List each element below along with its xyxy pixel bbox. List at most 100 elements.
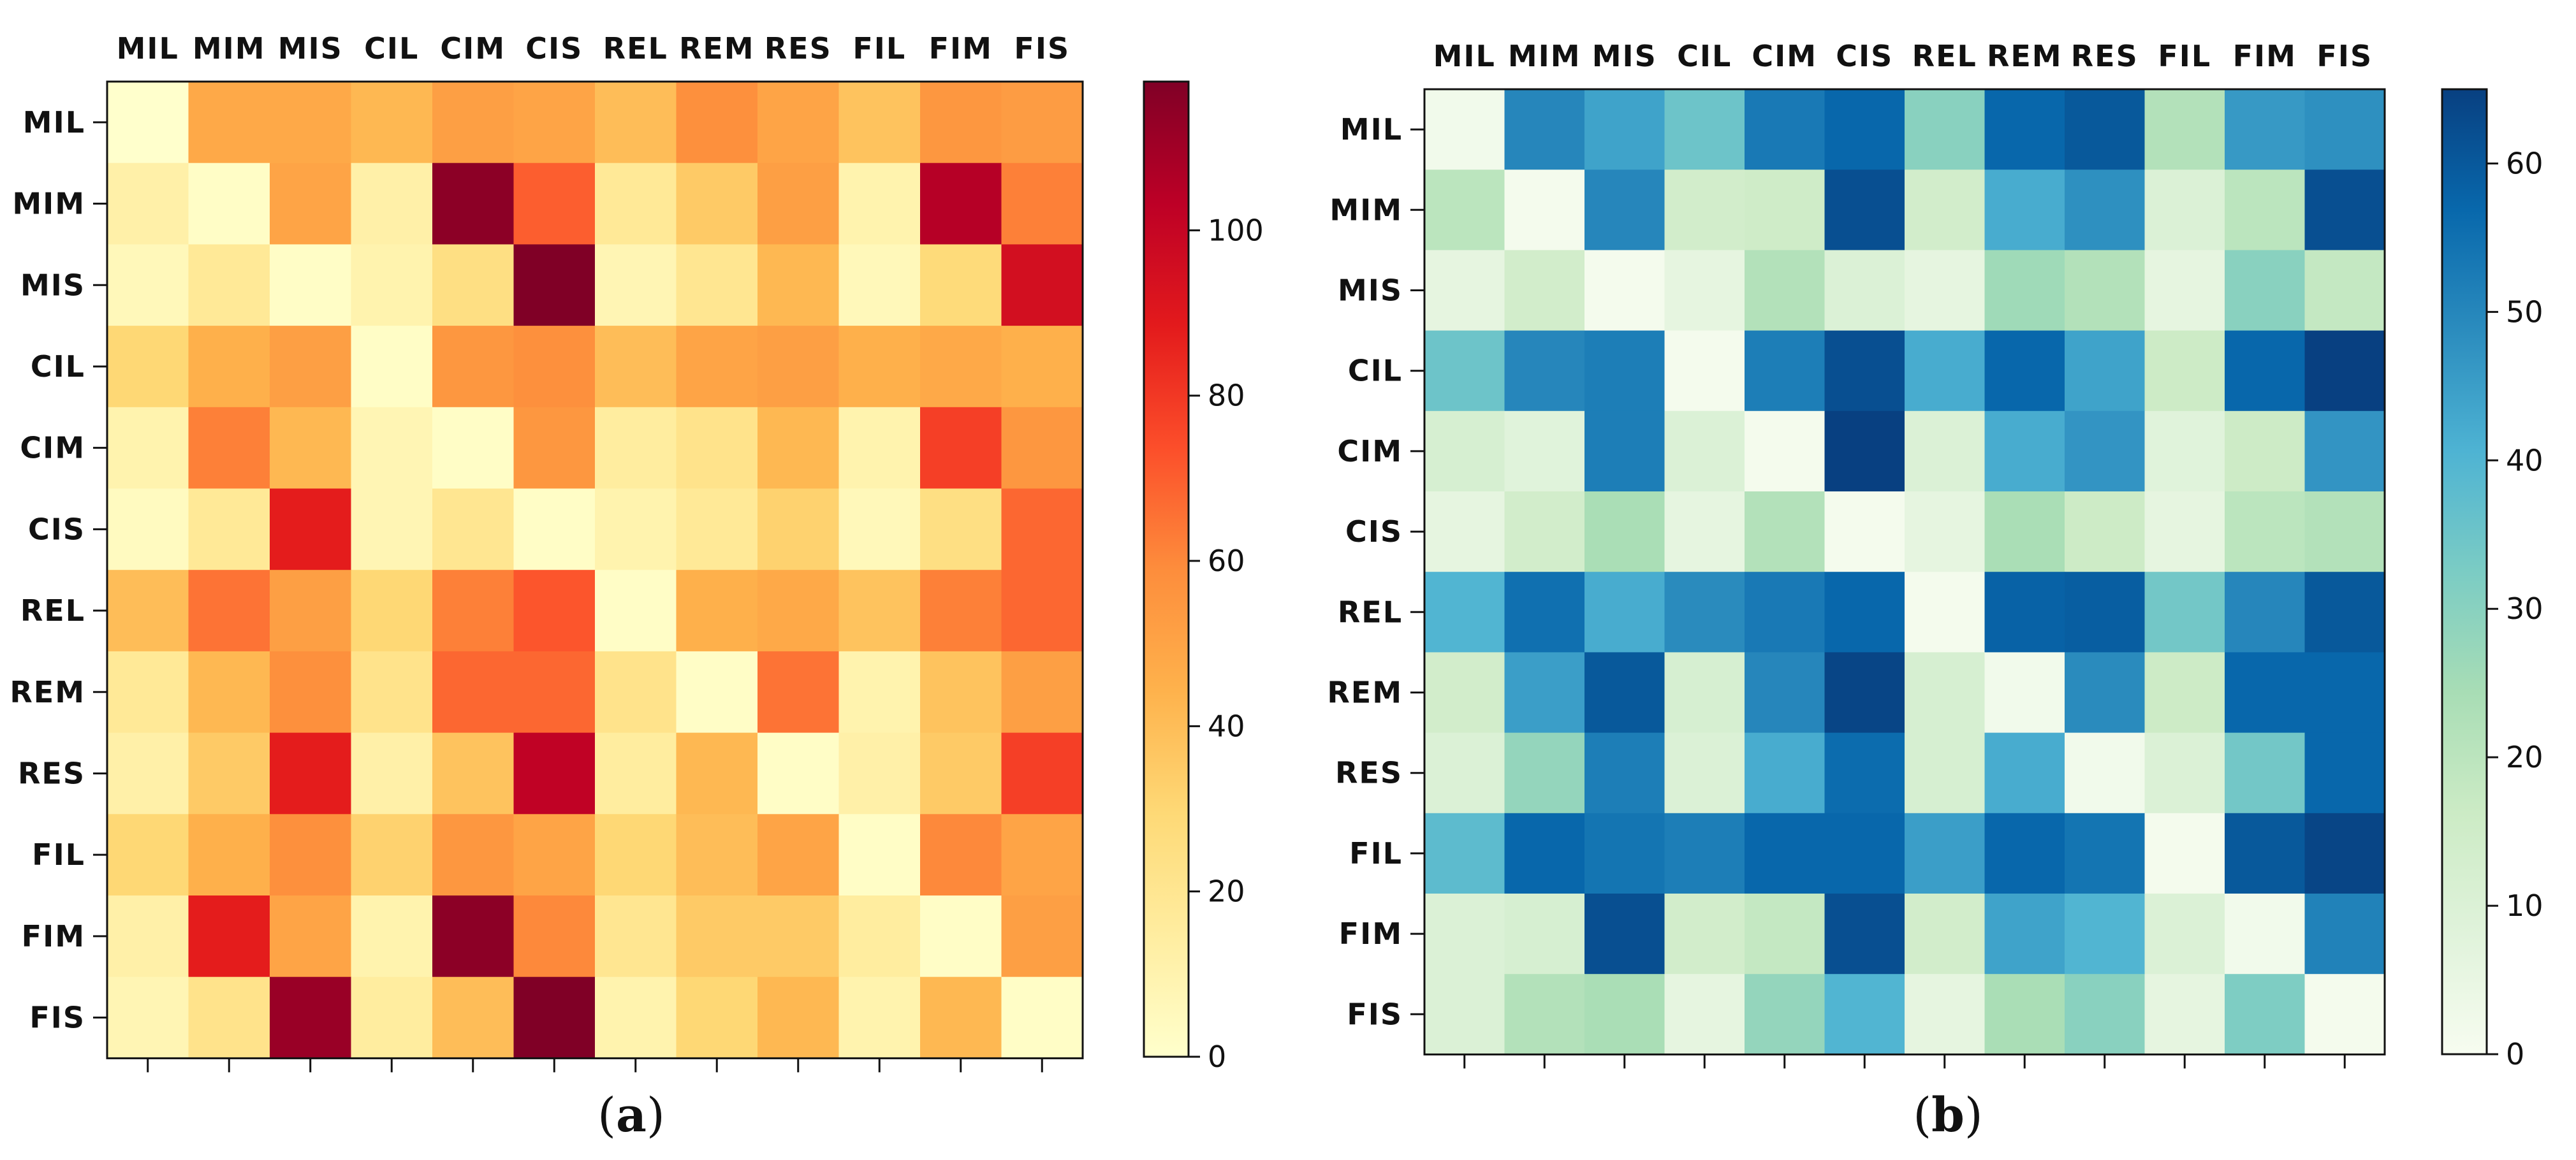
heatmap-cell: MIS × RES: 42 (757, 244, 840, 326)
heatmap-cell: MIS × CIS: 118 (513, 244, 596, 326)
heatmap-cell: FIM × FIS: 52 (1001, 895, 1083, 978)
heatmap-cell: CIL × MIS: 52 (270, 326, 352, 408)
heatmap-cell: FIL × FIS: 50 (1001, 814, 1083, 896)
heatmap-cell: REM × MIS: 60 (1584, 652, 1665, 734)
heatmap-cell: CIM × REM: 42 (1984, 410, 2065, 492)
heatmap-cell: REM × FIS: 57 (2304, 652, 2385, 734)
heatmap-cell: MIM × FIS: 62 (1001, 163, 1083, 245)
heatmap-cell: FIM × FIM: 2 (920, 895, 1002, 978)
column-label: FIS (1014, 31, 1070, 66)
heatmap-cell: MIM × MIL: 20 (1424, 170, 1505, 250)
heatmap-cell: MIS × FIM: 30 (2225, 250, 2306, 331)
row-label: CIM (1337, 434, 1403, 468)
heatmap-cell: FIM × CIL: 14 (1664, 894, 1745, 975)
heatmap-cell: FIL × REM: 57 (1984, 813, 2065, 894)
heatmap-cell: FIM × CIM: 18 (1745, 894, 1826, 975)
heatmap-cell: RES × CIM: 42 (1745, 732, 1826, 814)
heatmap-cell: CIS × CIM: 20 (432, 488, 515, 570)
heatmap-cell: FIS × REM: 30 (676, 976, 758, 1059)
heatmap-cell: CIS × CIM: 22 (1745, 491, 1826, 572)
heatmap-cell: REL × MIS: 52 (270, 570, 352, 652)
heatmap-cell: MIL × CIL: 35 (1664, 89, 1745, 170)
heatmap-cell: MIS × FIS: 18 (2304, 250, 2385, 331)
colorbar (1143, 80, 1190, 1058)
heatmap-cell: CIS × REM: 18 (676, 488, 758, 570)
heatmap-cell: FIS × RES: 42 (757, 976, 840, 1059)
row-label: MIL (1340, 112, 1403, 147)
heatmap-cell: CIL × FIM: 57 (2225, 330, 2306, 412)
heatmap-cell: MIL × FIL: 22 (2144, 89, 2225, 170)
heatmap-cell: MIL × REM: 57 (1984, 89, 2065, 170)
heatmap-cell: CIM × FIL: 10 (838, 407, 921, 489)
heatmap-cell: FIM × FIM: 2 (2225, 894, 2306, 975)
row-label: REL (1338, 595, 1403, 629)
heatmap-cell: FIM × MIL: 12 (107, 895, 189, 978)
heatmap-cell: RES × REM: 42 (1984, 732, 2065, 814)
heatmap-cell: CIL × MIL: 35 (1424, 330, 1505, 412)
heatmap-cell: REM × CIM: 50 (1745, 652, 1826, 734)
subfigure-label-open: ( (597, 1088, 616, 1143)
heatmap-cell: REL × RES: 59 (2065, 572, 2146, 653)
colorbar (2441, 88, 2488, 1055)
column-label: FIS (2316, 39, 2373, 73)
heatmap-cell: FIS × REL: 10 (595, 976, 677, 1059)
heatmap-cell: RES × FIL: 10 (2144, 732, 2225, 814)
heatmap-cell: CIS × FIS: 68 (1001, 488, 1083, 570)
heatmap-cell: CIS × MIM: 14 (1504, 491, 1585, 572)
heatmap-cell: REM × CIS: 68 (513, 651, 596, 734)
heatmap-cell: REM × CIS: 64 (1824, 652, 1905, 734)
heatmap-cell: MIS × FIL: 6 (2144, 250, 2225, 331)
column-label: RES (765, 31, 832, 66)
heatmap-cell: CIS × CIL: 6 (1664, 491, 1745, 572)
heatmap-cell: FIS × CIS: 40 (1824, 974, 1905, 1055)
heatmap-cell: RES × CIS: 56 (1824, 732, 1905, 814)
heatmap-cell: CIL × CIL: 2 (351, 326, 433, 408)
heatmap-cell: REL × FIL: 34 (2144, 572, 2225, 653)
heatmap-cell: MIL × CIS: 57 (1824, 89, 1905, 170)
subfigure-label-close: ) (1965, 1088, 1983, 1143)
heatmap-cell: FIM × FIL: 15 (838, 895, 921, 978)
heatmap-cell: MIM × REL: 14 (1905, 170, 1986, 250)
heatmap-cell: CIS × MIS: 88 (270, 488, 352, 570)
heatmap-cell: REM × FIS: 52 (1001, 651, 1083, 734)
row-label: CIM (20, 431, 85, 465)
row-label: MIM (1329, 192, 1403, 227)
heatmap-cell: RES × FIM: 34 (2225, 732, 2306, 814)
heatmap-cell: CIS × MIL: 4 (107, 488, 189, 570)
heatmap-cell: MIL × CIL: 42 (351, 82, 433, 164)
heatmap-cell: MIS × RES: 22 (2065, 250, 2146, 331)
column-label: CIS (1836, 39, 1893, 73)
heatmap-cell: MIM × CIS: 70 (513, 163, 596, 245)
heatmap-cell: FIM × RES: 40 (2065, 894, 2146, 975)
heatmap-cell: CIL × FIS: 65 (2304, 330, 2385, 412)
heatmap-cell: FIL × CIM: 57 (1745, 813, 1826, 894)
heatmap-cell: MIS × REM: 26 (1984, 250, 2065, 331)
heatmap-cell: FIL × CIL: 32 (351, 814, 433, 896)
column-label: MIM (1508, 39, 1581, 73)
heatmap-cell: REL × REL: 1 (1905, 572, 1986, 653)
heatmap-cell: MIS × CIL: 10 (351, 244, 433, 326)
row-label: CIS (1345, 514, 1403, 549)
heatmap-cell: MIM × FIM: 105 (920, 163, 1002, 245)
heatmap-cell: CIM × CIL: 10 (1664, 410, 1745, 492)
column-label: FIL (2158, 39, 2211, 73)
heatmap-cell: MIM × RES: 48 (2065, 170, 2146, 250)
heatmap-cell: CIL × RES: 44 (2065, 330, 2146, 412)
heatmap-cell: RES × MIM: 35 (188, 732, 270, 815)
heatmap-cell: FIS × CIS: 118 (513, 976, 596, 1059)
heatmap-cell: MIL × FIS: 48 (2304, 89, 2385, 170)
heatmap-cell: FIS × RES: 30 (2065, 974, 2146, 1055)
heatmap-cell: CIM × REL: 10 (1905, 410, 1986, 492)
heatmap-cell: CIS × FIS: 22 (2304, 491, 2385, 572)
column-label: FIM (2233, 39, 2297, 73)
colorbar-tick-label: 10 (2506, 888, 2543, 923)
heatmap-cell: FIM × MIS: 62 (1584, 894, 1665, 975)
heatmap-cell: RES × RES: 2 (757, 732, 840, 815)
heatmap-cell: REM × CIL: 12 (1664, 652, 1745, 734)
heatmap-cell: FIL × MIM: 45 (188, 814, 270, 896)
heatmap-cell: FIL × FIL: 2 (838, 814, 921, 896)
heatmap-cell: FIM × REM: 35 (676, 895, 758, 978)
heatmap-cell: CIM × MIM: 62 (188, 407, 270, 489)
heatmap-cell: FIS × MIM: 22 (188, 976, 270, 1059)
heatmap-cell: MIM × CIM: 15 (1745, 170, 1826, 250)
